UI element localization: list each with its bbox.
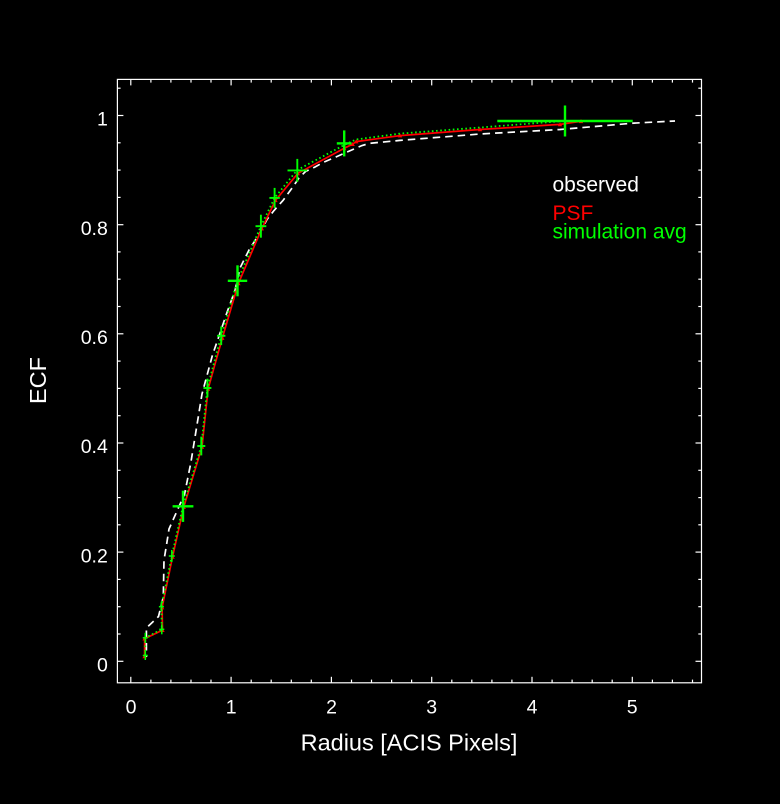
- svg-text:2: 2: [326, 697, 337, 719]
- svg-text:0: 0: [97, 655, 108, 677]
- svg-text:1: 1: [97, 109, 108, 131]
- svg-text:5: 5: [627, 697, 638, 719]
- svg-text:0.8: 0.8: [81, 218, 108, 240]
- svg-text:PSF: PSF: [553, 202, 594, 225]
- svg-text:Radius [ACIS Pixels]: Radius [ACIS Pixels]: [301, 730, 518, 756]
- svg-text:0.6: 0.6: [81, 327, 108, 349]
- svg-text:0.2: 0.2: [81, 545, 108, 567]
- svg-text:4: 4: [527, 697, 538, 719]
- svg-text:observed: observed: [553, 174, 639, 197]
- svg-text:1: 1: [226, 697, 237, 719]
- svg-text:0: 0: [126, 697, 137, 719]
- svg-text:0.4: 0.4: [81, 436, 108, 458]
- svg-text:ECF: ECF: [25, 357, 51, 404]
- svg-text:simulation avg: simulation avg: [553, 220, 687, 243]
- svg-text:3: 3: [426, 697, 437, 719]
